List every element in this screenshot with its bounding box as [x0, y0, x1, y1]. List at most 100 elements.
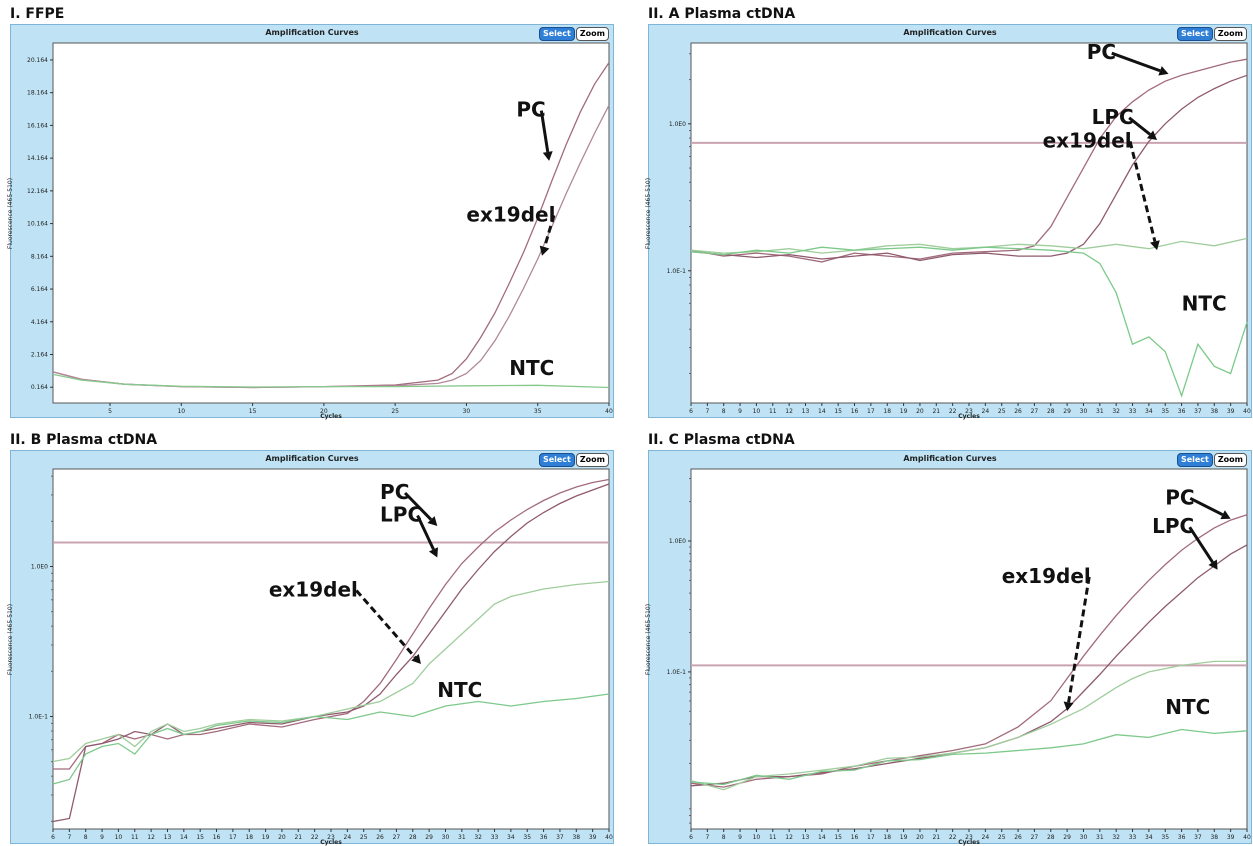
- series-line-ntc: [690, 246, 1248, 398]
- x-tick-label: 23: [965, 408, 973, 415]
- x-tick-label: 10: [753, 408, 761, 415]
- y-tick-label: 1.0E0: [669, 538, 686, 545]
- x-tick-label: 30: [1080, 408, 1088, 415]
- annotation-arrowhead: [1146, 130, 1158, 140]
- annotation-arrow: [1128, 140, 1157, 242]
- y-tick-label: 1.0E-1: [29, 714, 48, 721]
- x-tick-label: 16: [213, 834, 221, 841]
- x-tick-label: 38: [572, 834, 580, 841]
- annotation-arrowhead: [539, 245, 550, 256]
- annotation-ntc: NTC: [437, 678, 482, 702]
- plot-area: [690, 468, 1248, 830]
- x-tick-label: 6: [689, 834, 693, 841]
- x-tick-label: 30: [1080, 834, 1088, 841]
- series-line-pc: [690, 58, 1248, 263]
- x-tick-label: 33: [491, 834, 499, 841]
- x-tick-label: 32: [474, 834, 482, 841]
- x-tick-label: 38: [1210, 834, 1218, 841]
- x-tick-label: 35: [534, 408, 542, 415]
- x-tick-label: 9: [738, 408, 742, 415]
- x-tick-label: 22: [949, 834, 957, 841]
- x-tick-label: 15: [834, 834, 842, 841]
- annotation-arrow: [1128, 116, 1151, 136]
- annotation-arrow: [1067, 576, 1091, 703]
- annotation-arrow: [355, 589, 417, 659]
- x-tick-label: 20: [916, 834, 924, 841]
- annotation-ntc: NTC: [1182, 291, 1227, 315]
- x-axis-label: Cycles: [320, 413, 342, 420]
- y-tick-label: 8.164: [31, 253, 48, 260]
- annotation-arrowhead: [411, 653, 421, 664]
- x-tick-label: 20: [916, 408, 924, 415]
- zoom-button[interactable]: Zoom: [575, 27, 609, 41]
- x-tick-label: 21: [932, 408, 940, 415]
- annotation-pc: PC: [1087, 40, 1116, 64]
- x-tick-label: 18: [883, 408, 891, 415]
- x-tick-label: 23: [965, 834, 973, 841]
- x-tick-label: 24: [982, 408, 990, 415]
- amplification-window: Amplification Curves Select Zoom Fluores…: [7, 24, 614, 420]
- x-tick-label: 39: [589, 834, 597, 841]
- series-line-ntc: [690, 728, 1248, 786]
- x-tick-label: 23: [327, 834, 335, 841]
- x-tick-label: 19: [900, 408, 908, 415]
- x-tick-label: 28: [1047, 834, 1055, 841]
- y-tick-label: 12.164: [27, 188, 48, 195]
- x-tick-label: 34: [1145, 408, 1153, 415]
- amplification-window: Amplification Curves Select Zoom Fluores…: [645, 450, 1252, 846]
- panel-title: I. FFPE: [10, 6, 65, 22]
- zoom-button[interactable]: Zoom: [1213, 27, 1247, 41]
- annotation-arrow: [403, 491, 433, 521]
- y-tick-label: 2.164: [31, 351, 48, 358]
- x-tick-label: 7: [67, 834, 71, 841]
- x-tick-label: 11: [131, 834, 139, 841]
- select-button[interactable]: Select: [1176, 453, 1213, 467]
- x-tick-label: 5: [108, 408, 112, 415]
- series-line-ex19del: [52, 580, 610, 763]
- x-tick-label: 35: [1161, 408, 1169, 415]
- annotation-arrowhead: [542, 151, 553, 161]
- x-tick-label: 13: [802, 834, 810, 841]
- amplification-chart: 1.0E-1 1.0E0 6 7 8 9 10 11 12 13 14 15 16 17 18 19 20 21 2…: [667, 40, 1251, 420]
- select-button[interactable]: Select: [1176, 27, 1213, 41]
- amplification-chart: 1.0E-1 1.0E0 6 7 8 9 10 11 12 13 14 15 16 17 18 19 20 21 2…: [667, 468, 1251, 846]
- zoom-button[interactable]: Zoom: [575, 453, 609, 467]
- y-tick-label: 1.0E0: [669, 121, 686, 128]
- zoom-button[interactable]: Zoom: [1213, 453, 1247, 467]
- x-tick-label: 36: [1178, 834, 1186, 841]
- x-tick-label: 40: [605, 408, 613, 415]
- amplification-chart: 0.164 2.164 4.164 6.164 8.164 10.164 12.164 14.…: [27, 42, 613, 420]
- annotation-ntc: NTC: [509, 356, 554, 380]
- x-tick-label: 25: [360, 834, 368, 841]
- x-tick-label: 37: [1194, 408, 1202, 415]
- x-tick-label: 9: [100, 834, 104, 841]
- annotation-ntc: NTC: [1165, 695, 1210, 719]
- x-tick-label: 37: [1194, 834, 1202, 841]
- x-tick-label: 34: [1145, 834, 1153, 841]
- x-tick-label: 7: [705, 834, 709, 841]
- x-tick-label: 32: [1112, 834, 1120, 841]
- view-mode-buttons: Select Zoom: [538, 27, 609, 41]
- select-button[interactable]: Select: [538, 27, 575, 41]
- annotation-arrowhead: [1158, 66, 1169, 76]
- x-tick-label: 10: [753, 834, 761, 841]
- x-tick-label: 27: [1031, 408, 1039, 415]
- x-tick-label: 17: [229, 834, 237, 841]
- x-tick-label: 6: [51, 834, 55, 841]
- x-tick-label: 28: [1047, 408, 1055, 415]
- x-tick-label: 34: [507, 834, 515, 841]
- y-tick-label: 20.164: [27, 57, 48, 64]
- annotation-arrow: [1189, 497, 1224, 517]
- view-mode-buttons: Select Zoom: [538, 453, 609, 467]
- select-button[interactable]: Select: [538, 453, 575, 467]
- x-tick-label: 17: [867, 408, 875, 415]
- window-title: Amplification Curves: [265, 454, 359, 463]
- amplification-window: Amplification Curves Select Zoom Fluores…: [7, 450, 614, 846]
- annotation-arrowhead: [427, 516, 438, 526]
- x-tick-label: 26: [1014, 408, 1022, 415]
- y-tick-label: 14.164: [27, 155, 48, 162]
- x-tick-label: 20: [278, 834, 286, 841]
- window-title: Amplification Curves: [903, 28, 997, 37]
- panel-title: II. C Plasma ctDNA: [648, 432, 795, 448]
- x-tick-label: 35: [523, 834, 531, 841]
